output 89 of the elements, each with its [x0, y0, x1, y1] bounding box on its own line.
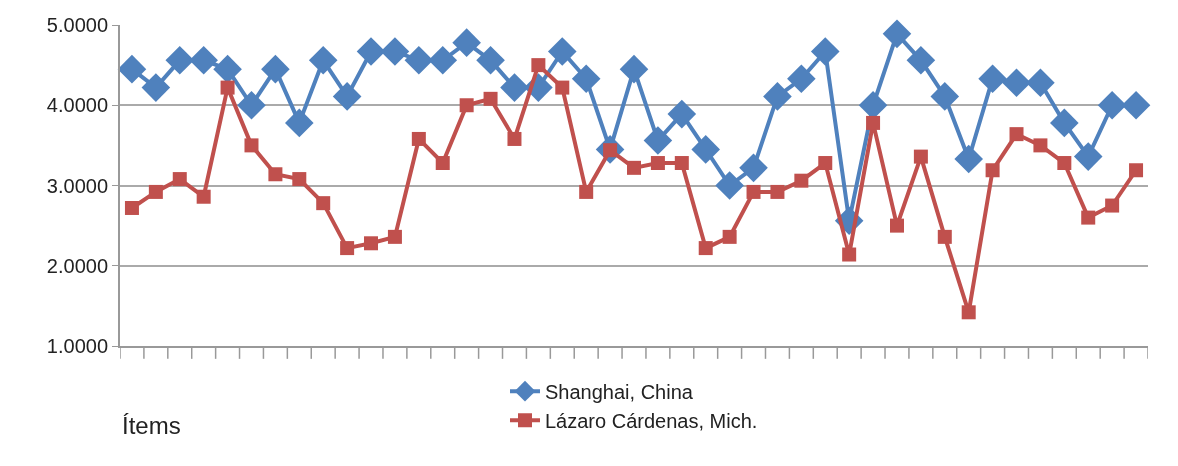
point — [930, 82, 960, 111]
point — [172, 172, 187, 187]
point — [285, 108, 314, 138]
point — [882, 19, 912, 49]
point — [937, 229, 952, 244]
point — [810, 37, 840, 66]
point — [340, 241, 355, 256]
point — [579, 184, 594, 199]
point — [237, 90, 266, 120]
point — [332, 82, 362, 111]
point — [1057, 156, 1072, 171]
point — [906, 46, 936, 75]
y-tick-label: 3.0000 — [46, 174, 108, 197]
point — [411, 131, 426, 146]
point — [818, 156, 833, 171]
point — [435, 156, 450, 171]
point — [428, 46, 458, 75]
point — [571, 64, 601, 94]
point — [380, 37, 410, 66]
point — [213, 54, 242, 84]
point — [1050, 108, 1079, 138]
point — [1026, 68, 1055, 98]
y-tick-label: 5.0000 — [46, 14, 108, 36]
point — [627, 160, 641, 175]
point — [1081, 210, 1096, 225]
point — [698, 241, 713, 256]
point — [954, 144, 983, 174]
point — [1009, 127, 1024, 142]
point — [889, 218, 904, 233]
point — [985, 163, 1000, 178]
point — [1002, 68, 1031, 98]
point — [220, 80, 235, 95]
point — [124, 200, 139, 215]
point — [268, 167, 283, 182]
point — [483, 91, 498, 106]
point — [459, 98, 474, 113]
point — [763, 82, 792, 111]
point — [148, 184, 163, 199]
point — [739, 153, 768, 183]
legend-label: Shanghai, China — [545, 380, 694, 403]
point — [1073, 142, 1103, 171]
point — [261, 54, 290, 84]
point — [292, 172, 307, 187]
point — [316, 196, 331, 211]
point — [1097, 90, 1127, 120]
point — [978, 64, 1007, 94]
point — [364, 236, 379, 251]
point — [1105, 198, 1120, 213]
point — [500, 73, 529, 102]
point — [141, 73, 171, 102]
point — [531, 58, 546, 73]
point — [1121, 90, 1151, 120]
point — [866, 115, 881, 130]
point — [715, 171, 744, 200]
point — [913, 149, 928, 164]
x-axis-title: Ítems — [122, 412, 181, 439]
point — [165, 46, 195, 75]
point — [650, 156, 665, 171]
point — [961, 305, 976, 320]
point — [667, 99, 697, 129]
point — [794, 173, 809, 188]
y-tick-label: 4.0000 — [46, 94, 108, 117]
point — [842, 247, 857, 262]
point — [189, 46, 218, 75]
point — [308, 46, 338, 75]
point — [787, 64, 816, 94]
point — [619, 54, 649, 84]
legend-label: Lázaro Cárdenas, Mich. — [545, 409, 758, 432]
point — [722, 229, 737, 244]
point — [555, 80, 570, 95]
point — [507, 131, 522, 146]
point — [244, 138, 259, 153]
point — [770, 184, 785, 199]
point — [643, 126, 673, 155]
point — [404, 46, 434, 75]
point — [1129, 163, 1144, 178]
point — [476, 46, 505, 75]
point — [452, 28, 481, 57]
point — [387, 229, 402, 244]
point — [691, 135, 721, 164]
point — [117, 54, 147, 84]
point — [1033, 138, 1048, 153]
point — [746, 184, 761, 199]
point — [547, 37, 577, 66]
point — [356, 37, 386, 66]
point — [196, 189, 211, 204]
y-tick-label: 1.0000 — [46, 335, 108, 357]
y-tick-label: 2.0000 — [46, 254, 108, 277]
point — [674, 156, 689, 171]
